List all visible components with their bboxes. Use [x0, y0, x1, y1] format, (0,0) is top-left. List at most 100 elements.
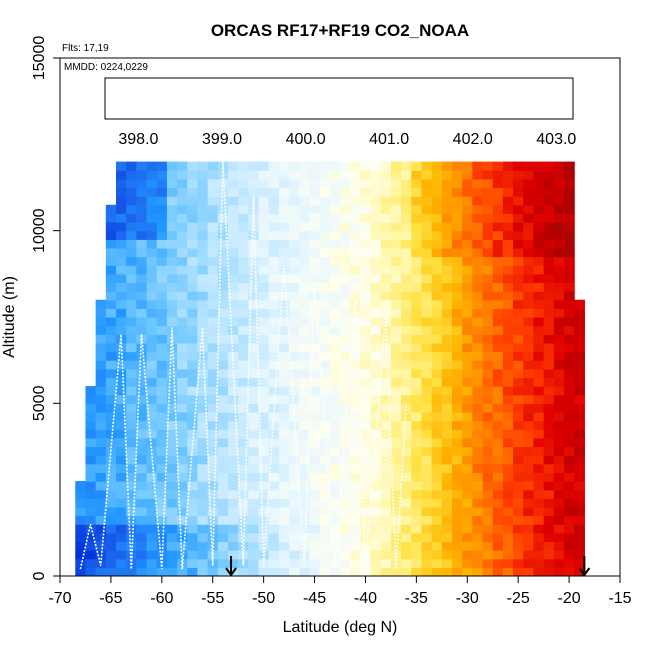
- heatmap-cell: [401, 325, 412, 335]
- heatmap-cell: [421, 196, 433, 206]
- heatmap-cell: [533, 187, 545, 197]
- heatmap-cell: [126, 394, 137, 404]
- heatmap-cell: [441, 187, 453, 197]
- heatmap-cell: [390, 403, 402, 413]
- heatmap-cell: [319, 411, 331, 422]
- heatmap-cell: [299, 273, 311, 284]
- heatmap-cell: [248, 377, 260, 387]
- heatmap-cell: [492, 498, 504, 508]
- heatmap-cell: [574, 498, 585, 508]
- x-tick-label: -45: [303, 590, 326, 607]
- heatmap-cell: [543, 498, 555, 508]
- heatmap-cell: [401, 342, 412, 353]
- heatmap-cell: [166, 282, 178, 292]
- heatmap-cell: [268, 386, 280, 396]
- heatmap-cell: [492, 265, 504, 275]
- heatmap-cell: [452, 429, 463, 439]
- heatmap-cell: [187, 489, 199, 499]
- heatmap-cell: [411, 429, 423, 439]
- heatmap-cell: [431, 360, 443, 370]
- heatmap-cell: [319, 342, 331, 353]
- heatmap-cell: [401, 308, 412, 318]
- heatmap-cell: [492, 567, 504, 576]
- heatmap-cell: [462, 239, 473, 249]
- heatmap-cell: [553, 541, 565, 551]
- heatmap-cell: [95, 446, 107, 456]
- heatmap-cell: [553, 420, 565, 430]
- heatmap-cell: [177, 489, 188, 499]
- heatmap-cell: [299, 187, 311, 197]
- heatmap-cell: [513, 429, 524, 439]
- heatmap-cell: [431, 558, 443, 568]
- heatmap-cell: [513, 368, 524, 379]
- heatmap-cell: [217, 187, 229, 197]
- heatmap-cell: [197, 411, 209, 422]
- heatmap-cell: [278, 368, 290, 379]
- heatmap-cell: [502, 282, 514, 292]
- heatmap-cell: [452, 515, 463, 525]
- heatmap-cell: [126, 282, 137, 292]
- heatmap-cell: [126, 481, 137, 491]
- heatmap-cell: [523, 541, 535, 551]
- heatmap-cell: [452, 437, 463, 448]
- heatmap-cell: [523, 204, 535, 214]
- heatmap-cell: [105, 256, 117, 266]
- heatmap-cell: [533, 204, 545, 214]
- heatmap-cell: [329, 532, 341, 543]
- heatmap-cell: [238, 541, 249, 551]
- heatmap-cell: [462, 299, 473, 309]
- heatmap-cell: [228, 550, 239, 560]
- heatmap-cell: [278, 437, 290, 448]
- heatmap-cell: [411, 386, 423, 396]
- heatmap-cell: [340, 446, 351, 456]
- heatmap-cell: [564, 567, 575, 576]
- heatmap-cell: [126, 230, 137, 240]
- heatmap-cell: [268, 360, 280, 370]
- heatmap-cell: [105, 386, 117, 396]
- heatmap-cell: [482, 558, 494, 568]
- heatmap-cell: [462, 463, 473, 473]
- heatmap-cell: [543, 273, 555, 284]
- heatmap-cell: [248, 489, 260, 499]
- heatmap-cell: [492, 222, 504, 232]
- heatmap-cell: [289, 411, 300, 422]
- heatmap-cell: [319, 291, 331, 301]
- heatmap-cell: [197, 342, 209, 353]
- heatmap-cell: [421, 394, 433, 404]
- heatmap-cell: [299, 178, 311, 189]
- heatmap-cell: [177, 524, 188, 534]
- heatmap-cell: [177, 377, 188, 387]
- heatmap-cell: [564, 524, 575, 534]
- heatmap-cell: [472, 265, 484, 275]
- heatmap-cell: [105, 489, 117, 499]
- heatmap-cell: [228, 317, 239, 327]
- heatmap-cell: [289, 265, 300, 275]
- colorbar-tick-labels: 398.0 399.0 400.0 401.0 402.0 403.0: [118, 131, 576, 148]
- heatmap-cell: [370, 386, 382, 396]
- heatmap-cell: [289, 239, 300, 249]
- heatmap-cell: [177, 351, 188, 361]
- heatmap-cell: [309, 377, 321, 387]
- heatmap-cell: [350, 455, 361, 465]
- heatmap-cell: [289, 532, 300, 543]
- heatmap-cell: [462, 386, 473, 396]
- heatmap-cell: [329, 360, 341, 370]
- heatmap-cell: [278, 325, 290, 335]
- heatmap-cell: [75, 558, 87, 568]
- heatmap-cell: [421, 299, 433, 309]
- heatmap-cell: [574, 515, 585, 525]
- heatmap-cell: [268, 325, 280, 335]
- heatmap-cell: [156, 524, 168, 534]
- heatmap-cell: [289, 282, 300, 292]
- x-tick-label: -25: [507, 590, 530, 607]
- heatmap-cell: [319, 558, 331, 568]
- heatmap-cell: [228, 446, 239, 456]
- heatmap-cell: [472, 541, 484, 551]
- heatmap-cell: [380, 213, 392, 223]
- heatmap-cell: [553, 411, 565, 422]
- heatmap-cell: [574, 489, 585, 499]
- heatmap-cell: [146, 247, 158, 258]
- heatmap-cell: [513, 178, 524, 189]
- heatmap-cell: [177, 187, 188, 197]
- heatmap-cell: [513, 299, 524, 309]
